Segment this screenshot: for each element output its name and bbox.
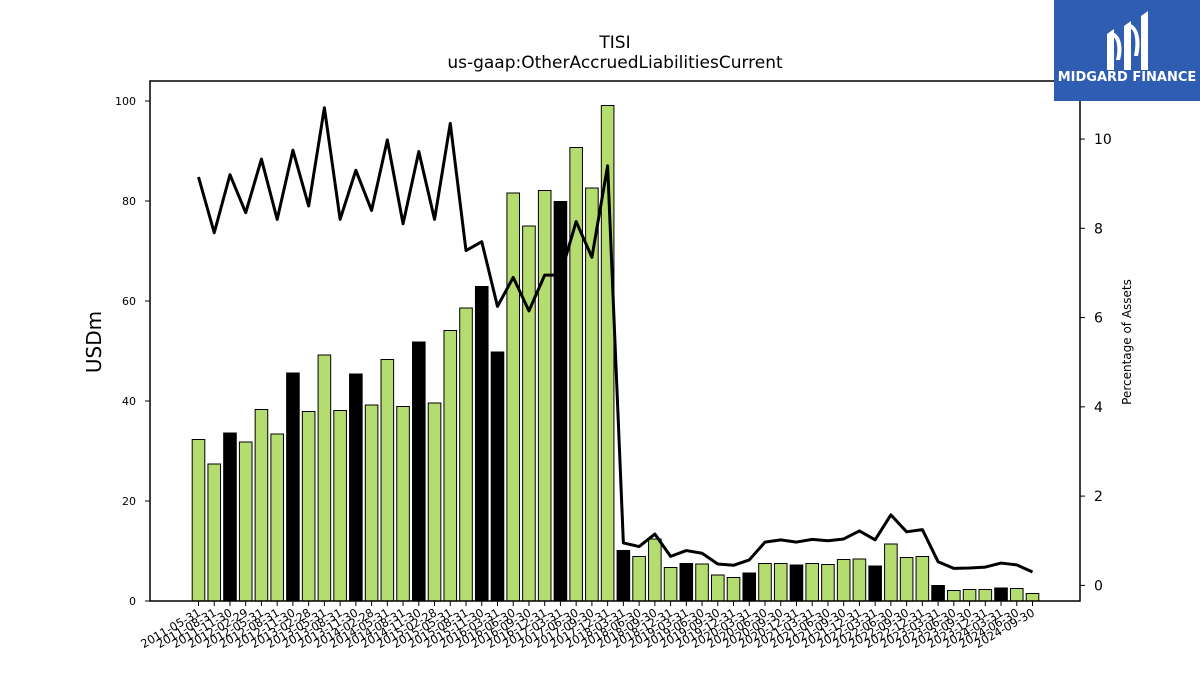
bar-2012-11-30 — [286, 372, 300, 602]
bar-2019-09-30 — [710, 574, 725, 602]
bar-2016-12-31 — [537, 190, 552, 602]
bar-2013-02-28 — [301, 411, 316, 602]
bar-2011-05-31 — [191, 439, 206, 602]
y-axis-label: USDm — [82, 311, 106, 373]
percentage-line — [197, 106, 1034, 574]
bar-2011-08-31 — [207, 463, 222, 602]
bar-2023-12-31 — [978, 589, 993, 602]
bar-2014-08-31 — [396, 406, 410, 602]
y2-tick-label: 10 — [1094, 132, 1112, 148]
bar-2022-12-31 — [915, 556, 930, 602]
bar-2016-06-30 — [506, 192, 521, 602]
bar-2016-09-30 — [522, 225, 536, 602]
bar-2019-12-31 — [726, 577, 741, 602]
bar-2017-06-30 — [569, 147, 583, 602]
y-tick-label: 20 — [122, 495, 136, 508]
bar-2014-02-28 — [364, 404, 379, 602]
bar-2021-09-30 — [836, 559, 851, 602]
y2-tick-label: 8 — [1094, 221, 1103, 237]
plot-frame — [149, 80, 1081, 602]
line-series — [197, 106, 1034, 574]
bar-2020-03-31 — [742, 572, 757, 602]
bar-2022-06-30 — [884, 543, 898, 602]
bar-2021-06-30 — [821, 564, 835, 602]
bar-2024-06-30 — [1009, 588, 1024, 602]
bar-2018-09-30 — [648, 538, 662, 602]
bar-2015-05-31 — [443, 330, 458, 602]
y-tick-label: 60 — [122, 295, 136, 308]
bar-2015-02-28 — [427, 402, 442, 602]
bar-2018-06-30 — [632, 556, 646, 602]
bar-2021-03-31 — [805, 563, 820, 602]
bar-2013-11-30 — [349, 373, 363, 602]
y2-tick-label: 4 — [1094, 400, 1103, 416]
bar-2015-11-30 — [474, 286, 489, 602]
bar-2020-09-30 — [773, 563, 788, 602]
bar-2020-12-31 — [789, 564, 804, 602]
bar-2019-06-30 — [695, 563, 709, 602]
bar-2018-03-31 — [616, 550, 631, 602]
bar-2019-03-31 — [679, 563, 694, 602]
bar-2024-03-31 — [994, 587, 1008, 602]
bar-2011-11-30 — [223, 432, 237, 602]
bar-2023-09-30 — [962, 589, 977, 602]
chart-axes: 02040608010002468102011-05-312011-08-312… — [115, 80, 1112, 651]
bar-2012-05-31 — [254, 409, 269, 602]
bar-2022-03-31 — [868, 565, 882, 602]
bar-2023-03-31 — [931, 585, 945, 602]
y2-tick-label: 0 — [1094, 578, 1103, 594]
y-tick-label: 40 — [122, 395, 136, 408]
y2-tick-label: 2 — [1094, 489, 1103, 505]
bar-2015-08-31 — [459, 307, 473, 602]
bar-2014-11-30 — [412, 341, 426, 602]
bar-2020-06-30 — [758, 563, 772, 602]
brand-logo-box: MIDGARD FINANCE — [1054, 0, 1200, 101]
bar-2022-09-30 — [899, 557, 914, 602]
y2-axis-label: Percentage of Assets — [1120, 279, 1134, 405]
y-tick-label: 80 — [122, 195, 136, 208]
y-tick-label: 0 — [129, 595, 136, 608]
bar-2012-02-29 — [238, 441, 253, 602]
midgard-mh-logo-icon: MIDGARD FINANCE — [1058, 11, 1197, 85]
bar-2023-06-30 — [947, 590, 961, 602]
y-tick-label: 100 — [115, 95, 136, 108]
bar-2016-03-31 — [490, 351, 505, 602]
bar-2014-05-31 — [380, 359, 395, 602]
bar-2021-12-31 — [852, 558, 867, 602]
bar-2012-08-31 — [270, 433, 284, 602]
chart-title: TISI — [598, 33, 630, 53]
bar-2013-05-31 — [317, 354, 332, 602]
bar-2018-12-31 — [663, 567, 678, 602]
brand-name: MIDGARD FINANCE — [1058, 70, 1197, 85]
y2-tick-label: 6 — [1094, 311, 1103, 327]
bar-2024-09-30 — [1025, 593, 1040, 602]
bar-2013-08-31 — [333, 410, 347, 602]
chart-subtitle: us-gaap:OtherAccruedLiabilitiesCurrent — [447, 53, 783, 73]
